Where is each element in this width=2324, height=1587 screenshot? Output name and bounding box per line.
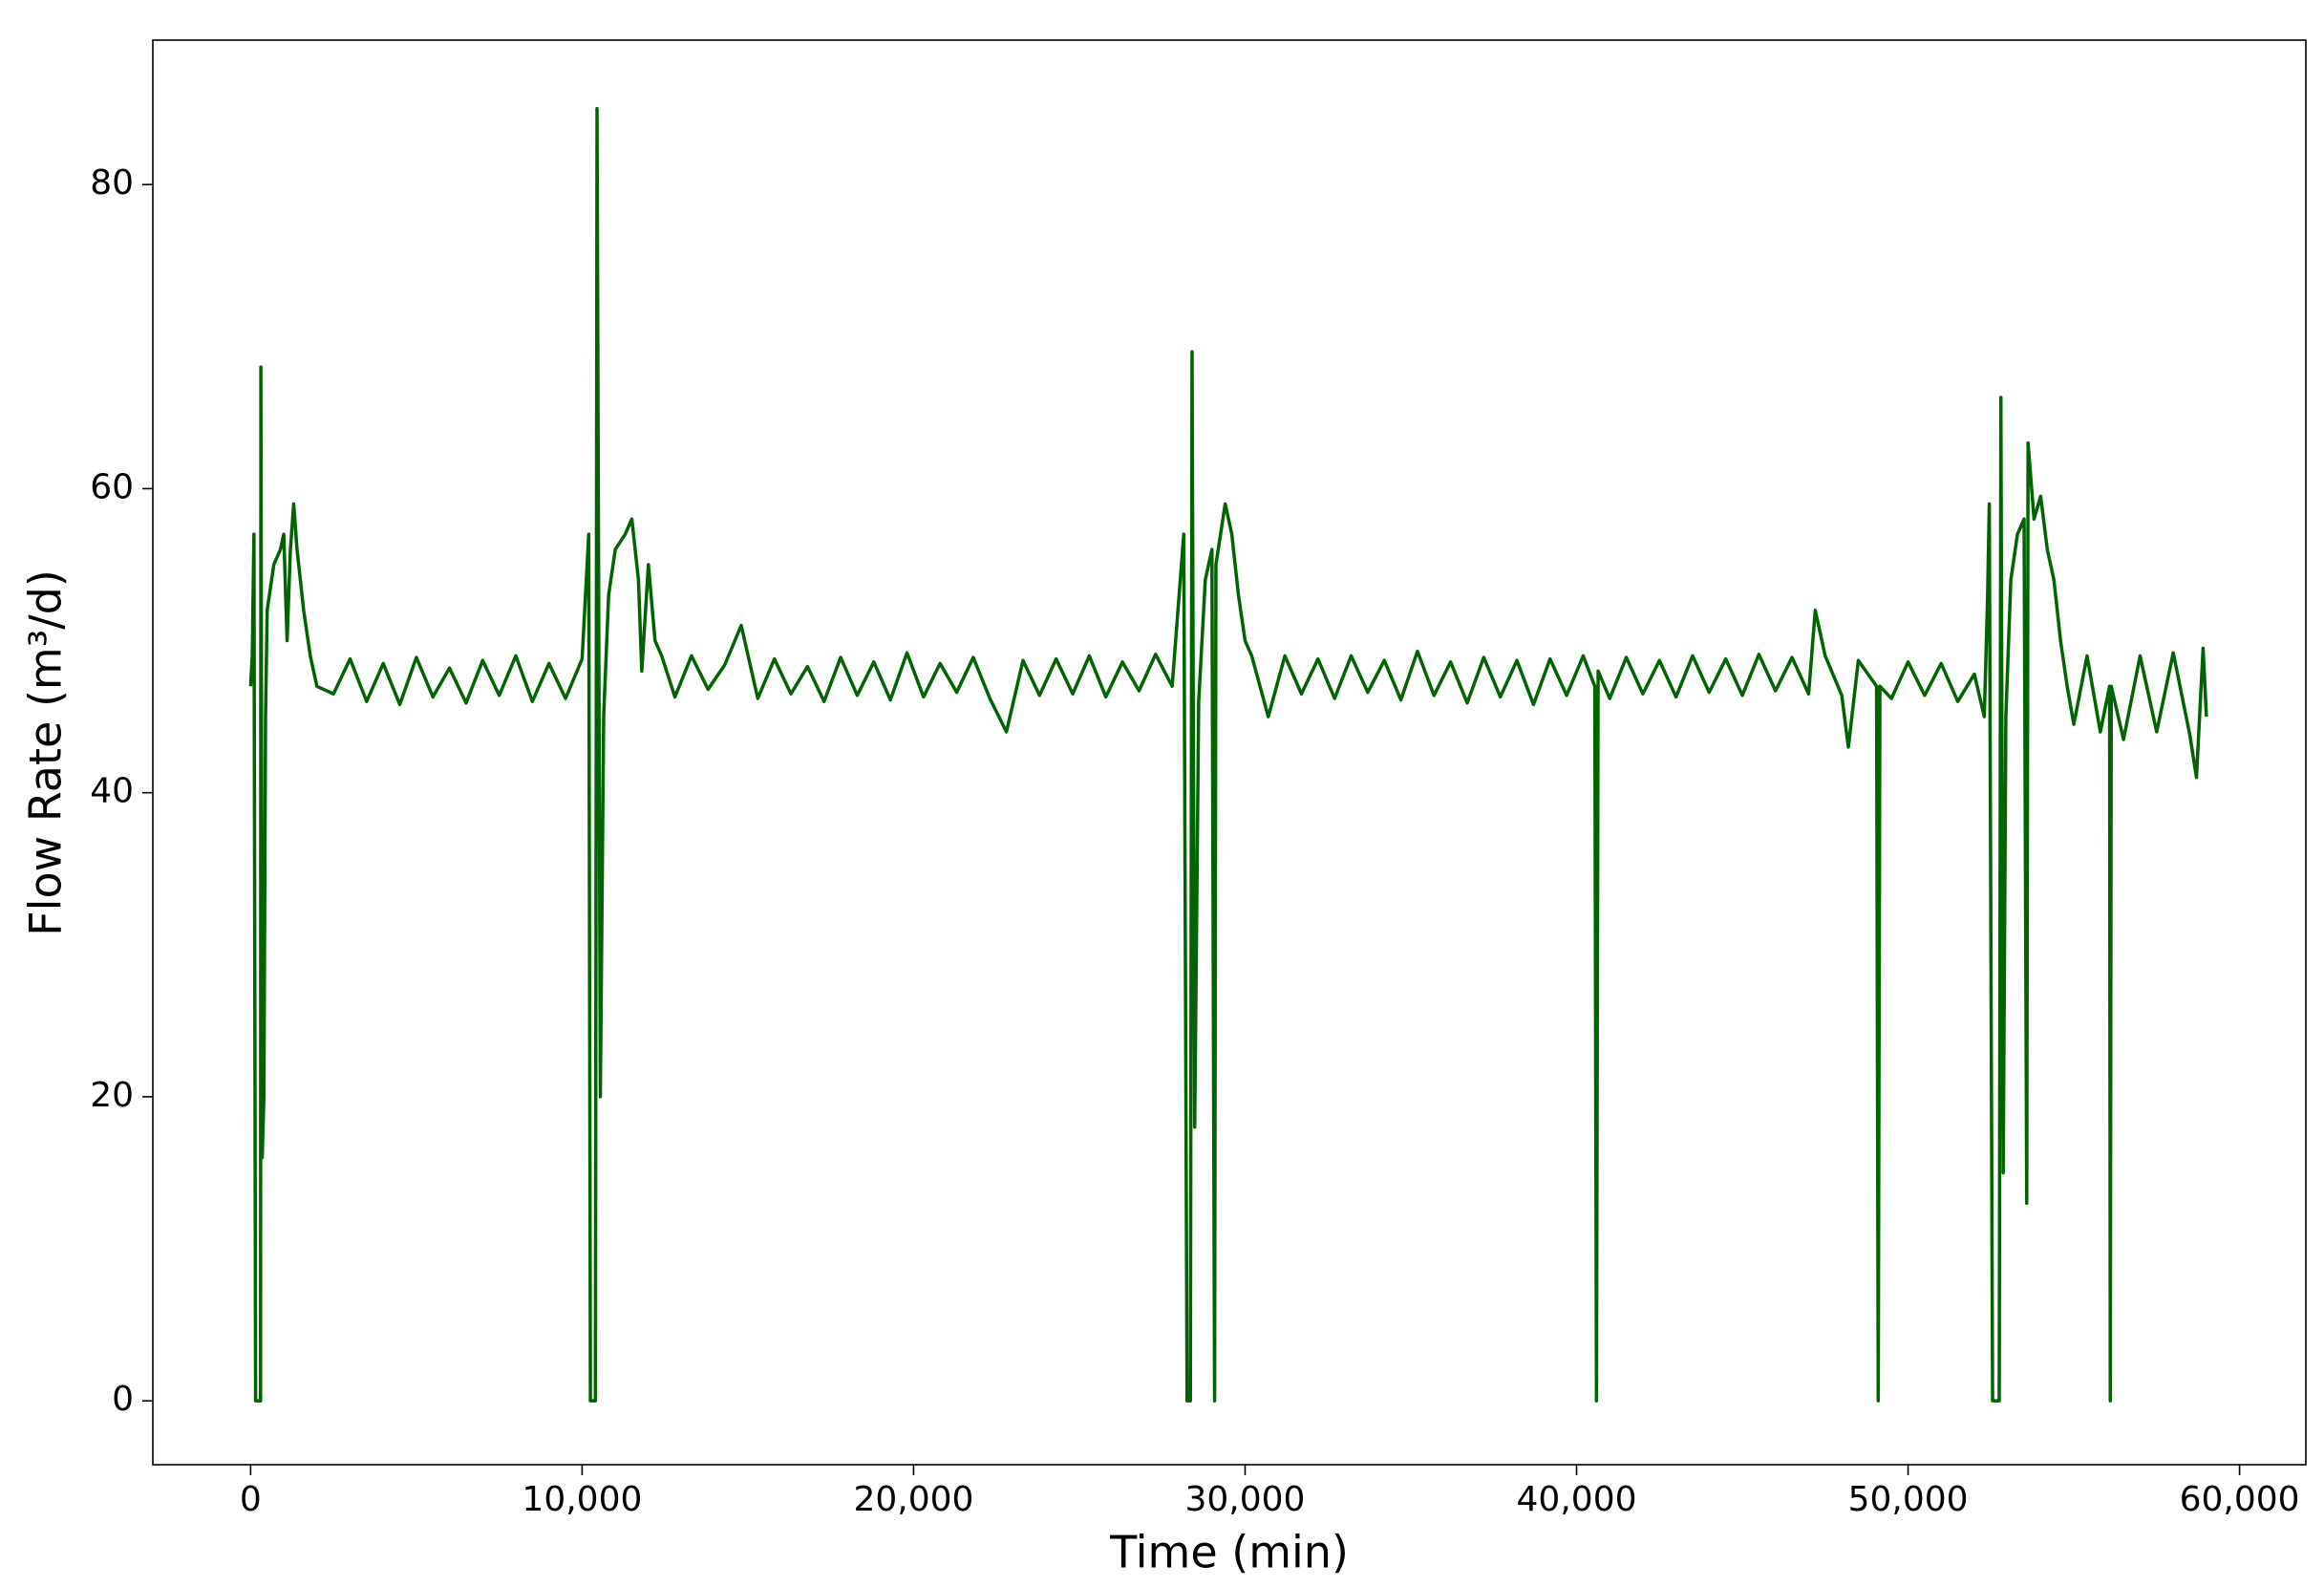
x-tick-label: 20,000: [853, 1480, 973, 1519]
y-tick-label: 0: [112, 1380, 134, 1419]
x-tick-label: 30,000: [1184, 1480, 1305, 1519]
x-tick-label: 60,000: [2180, 1480, 2300, 1519]
x-tick-label: 0: [240, 1480, 262, 1519]
y-tick-label: 80: [90, 163, 134, 203]
series-line: [248, 106, 2208, 1403]
x-tick-label: 40,000: [1517, 1480, 1637, 1519]
x-tick-label: 50,000: [1848, 1480, 1969, 1519]
x-tick-label: 10,000: [522, 1480, 642, 1519]
y-tick-label: 40: [90, 772, 134, 811]
plot-frame: [152, 39, 2307, 1466]
y-axis-label: Flow Rate (m³/d): [20, 569, 72, 936]
x-axis-label: Time (min): [1109, 1527, 1349, 1578]
y-tick-label: 20: [90, 1076, 134, 1115]
y-tick-label: 60: [90, 467, 134, 506]
